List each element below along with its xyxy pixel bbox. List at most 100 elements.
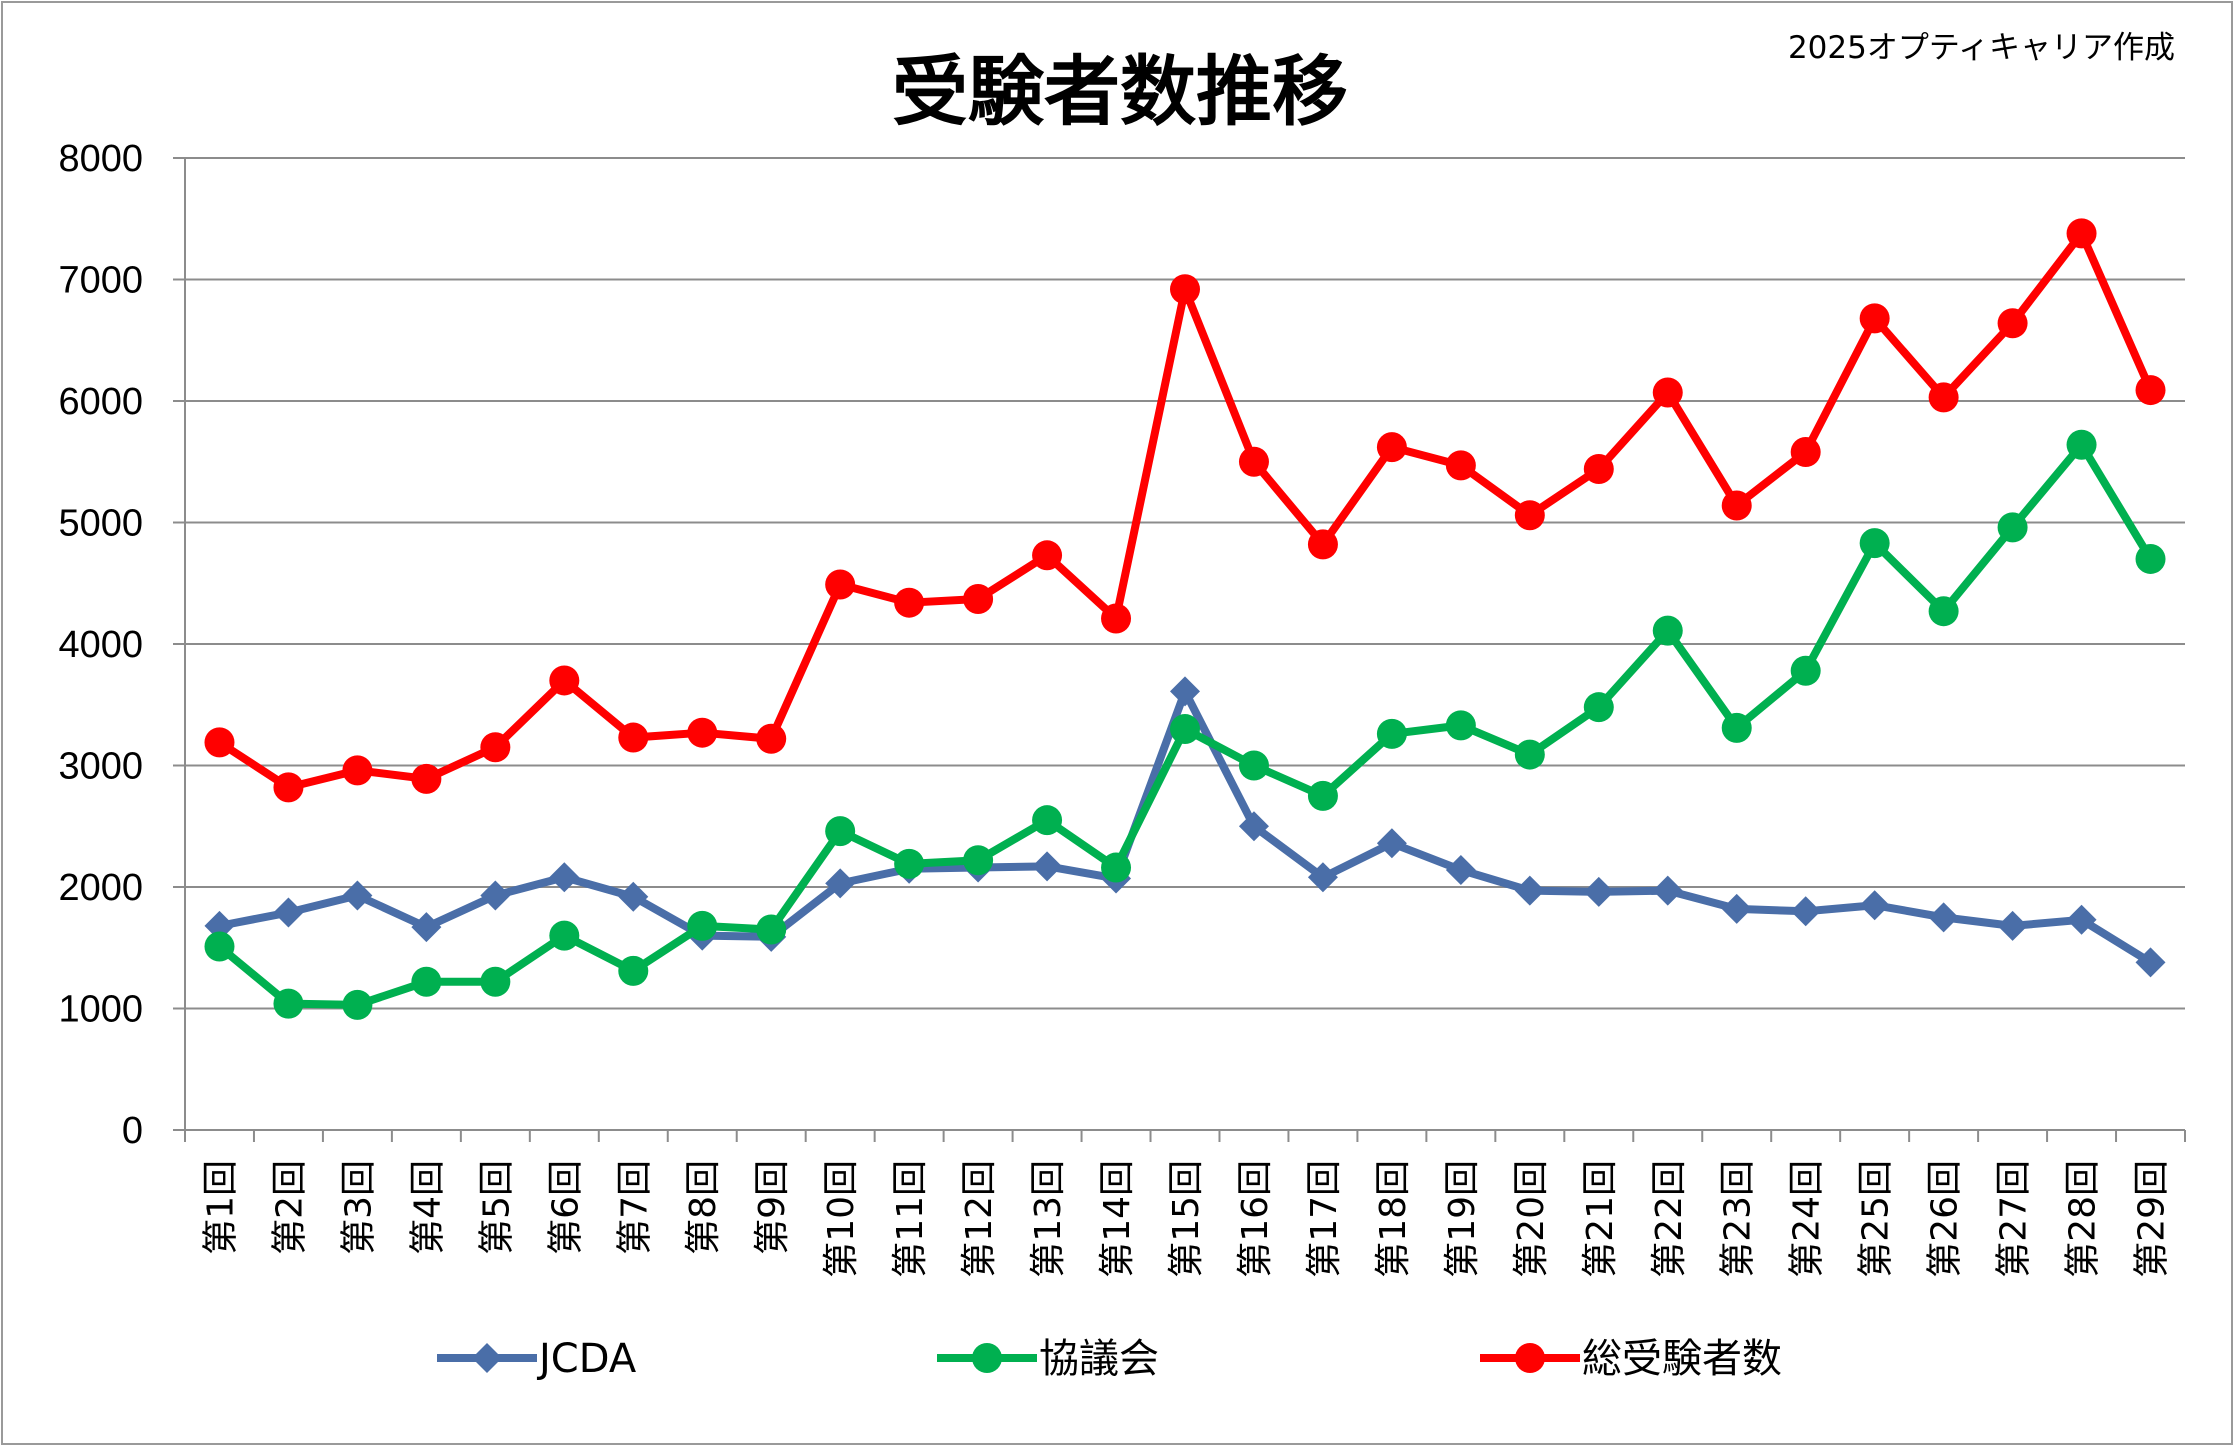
data-point xyxy=(1032,851,1063,882)
data-point xyxy=(825,816,856,847)
data-point xyxy=(2066,904,2097,935)
data-point xyxy=(2066,429,2097,460)
x-tick-label: 第18回 xyxy=(1373,1160,1414,1278)
data-point xyxy=(1307,780,1338,811)
data-point xyxy=(549,862,580,893)
y-tick-label: 0 xyxy=(122,1110,143,1152)
data-point xyxy=(963,584,994,615)
data-point xyxy=(411,966,442,997)
data-point xyxy=(1445,710,1476,741)
x-tick-label: 第22回 xyxy=(1649,1160,1690,1278)
data-point xyxy=(549,665,580,696)
legend-swatch-marker xyxy=(1515,1343,1545,1373)
data-point xyxy=(1376,432,1407,463)
data-point xyxy=(1583,876,1614,907)
data-point xyxy=(1238,811,1269,842)
data-point xyxy=(1652,615,1683,646)
data-point xyxy=(1101,852,1132,883)
data-point xyxy=(480,880,511,911)
data-point xyxy=(480,732,511,763)
data-point xyxy=(1101,603,1132,634)
axes xyxy=(173,157,2186,1142)
y-tick-label: 2000 xyxy=(58,867,143,909)
x-tick-label: 第25回 xyxy=(1856,1160,1897,1278)
data-point xyxy=(1376,718,1407,749)
data-point xyxy=(1721,490,1752,521)
x-tick-label: 第12回 xyxy=(959,1160,1000,1278)
data-point xyxy=(1032,805,1063,836)
x-tick-label: 第7回 xyxy=(614,1160,655,1255)
data-point xyxy=(618,722,649,753)
data-point xyxy=(1307,529,1338,560)
legend: JCDA 協議会 総受験者数 xyxy=(437,1336,1782,1382)
data-point xyxy=(1997,512,2028,543)
y-tick-label: 3000 xyxy=(58,746,143,788)
data-point xyxy=(2135,375,2166,406)
data-point xyxy=(342,989,373,1020)
data-point xyxy=(204,910,235,941)
data-point xyxy=(1859,890,1890,921)
data-point xyxy=(1928,902,1959,933)
data-point xyxy=(618,881,649,912)
data-point xyxy=(1721,712,1752,743)
data-point xyxy=(411,763,442,794)
series-0 xyxy=(204,676,2166,978)
data-point xyxy=(1238,750,1269,781)
data-point xyxy=(1238,446,1269,477)
data-point xyxy=(549,920,580,951)
data-point xyxy=(1997,308,2028,339)
chart-credit: 2025オプティキャリア作成 xyxy=(1788,30,2175,66)
legend-swatch-marker xyxy=(972,1343,1002,1373)
data-point xyxy=(1514,875,1545,906)
data-point xyxy=(1721,893,1752,924)
data-point xyxy=(1790,437,1821,468)
data-point xyxy=(687,717,718,748)
series-1 xyxy=(204,429,2166,1020)
data-point xyxy=(1170,714,1200,745)
data-point xyxy=(1997,910,2028,941)
legend-swatch-marker xyxy=(472,1343,502,1373)
x-tick-label: 第23回 xyxy=(1718,1160,1759,1278)
legend-item: 協議会 xyxy=(937,1336,1159,1382)
legend-label: 協議会 xyxy=(1039,1336,1159,1382)
x-tick-label: 第10回 xyxy=(821,1160,862,1278)
data-point xyxy=(1652,377,1683,408)
data-point xyxy=(1445,450,1476,481)
data-point xyxy=(1583,692,1614,723)
data-point xyxy=(1514,739,1545,770)
data-point xyxy=(2135,543,2166,574)
x-tick-label: 第17回 xyxy=(1304,1160,1345,1278)
data-point xyxy=(756,723,787,754)
data-point xyxy=(1928,382,1959,413)
legend-label: JCDA xyxy=(536,1336,637,1382)
data-point xyxy=(1583,454,1614,485)
data-point xyxy=(618,955,649,986)
data-point xyxy=(1170,274,1200,305)
x-tick-label: 第5回 xyxy=(476,1160,517,1255)
legend-item: JCDA xyxy=(437,1336,637,1382)
data-point xyxy=(1307,862,1338,893)
series-layer xyxy=(204,218,2166,1020)
data-point xyxy=(756,914,787,945)
data-point xyxy=(825,569,856,600)
x-tick-label: 第29回 xyxy=(2132,1160,2173,1278)
data-point xyxy=(273,897,304,928)
y-tick-label: 7000 xyxy=(58,260,143,302)
series-2 xyxy=(204,218,2166,803)
x-tick-label: 第15回 xyxy=(1166,1160,1207,1278)
x-tick-label: 第21回 xyxy=(1580,1160,1621,1278)
data-point xyxy=(2066,218,2097,249)
data-point xyxy=(342,880,373,911)
y-tick-labels: 0 1000 2000 3000 4000 5000 6000 7000 8000 xyxy=(58,138,143,1152)
y-tick-label: 5000 xyxy=(58,503,143,545)
data-point xyxy=(687,910,718,941)
data-point xyxy=(480,966,511,997)
data-point xyxy=(1790,655,1821,686)
data-point xyxy=(1928,596,1959,627)
y-tick-label: 6000 xyxy=(58,381,143,423)
data-point xyxy=(1859,528,1890,559)
data-point xyxy=(894,848,925,879)
x-tick-label: 第1回 xyxy=(200,1160,241,1255)
x-tick-label: 第8回 xyxy=(683,1160,724,1255)
